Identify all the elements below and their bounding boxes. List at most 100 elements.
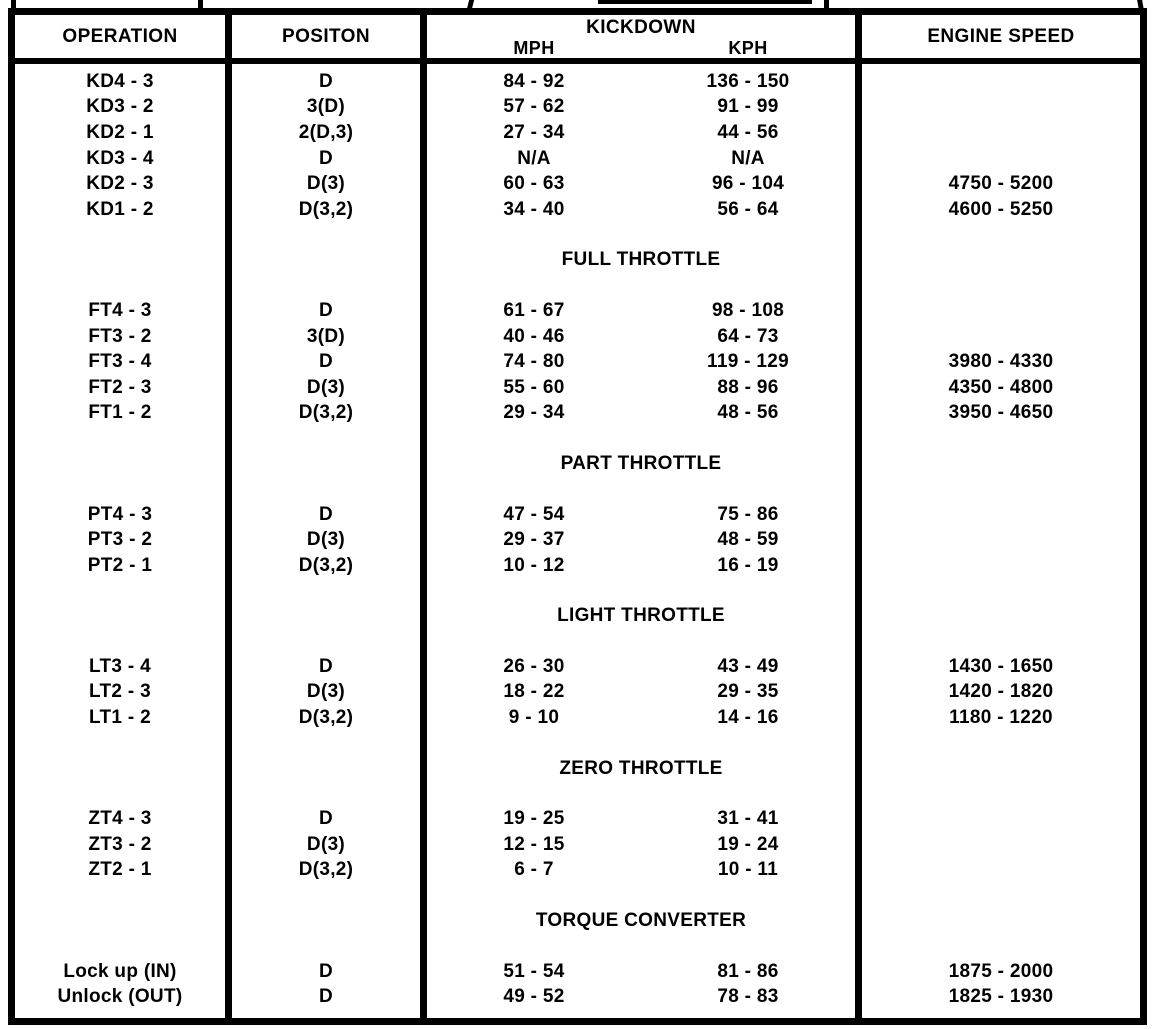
scan-artifact [11, 0, 16, 10]
table-row: KD2 - 1 2(D,3) 27 - 34 44 - 56 [15, 120, 1140, 146]
table-row: KD3 - 4 D N/A N/A [15, 146, 1140, 172]
position-cell: D(3,2) [298, 707, 354, 729]
mph-cell: 60 - 63 [503, 173, 565, 195]
engine-speed-cell: 4750 - 5200 [948, 173, 1054, 195]
kph-cell: 98 - 108 [711, 299, 785, 321]
row-gap [15, 629, 1140, 654]
kph-cell: 29 - 35 [717, 681, 779, 703]
position-cell: D(3,2) [298, 198, 354, 220]
header-divider [15, 58, 1140, 64]
row-gap [15, 426, 1140, 451]
mph-cell: 51 - 54 [503, 960, 565, 982]
section-title-row: LIGHT THROTTLE [15, 604, 1140, 630]
kph-cell: 48 - 56 [717, 402, 779, 424]
shift-speed-table: OPERATION POSITON KICKDOWN MPH KPH ENGIN… [8, 8, 1147, 1025]
operation-cell: ZT4 - 3 [88, 808, 152, 830]
position-cell: D [318, 960, 334, 982]
position-cell: D [318, 655, 334, 677]
engine-speed-cell: 1420 - 1820 [948, 681, 1054, 703]
kph-cell: 44 - 56 [717, 121, 779, 143]
position-cell: D(3) [306, 376, 346, 398]
header-kph: KPH [728, 38, 768, 58]
position-cell: D(3) [306, 833, 346, 855]
section-title: PART THROTTLE [560, 452, 722, 474]
kph-cell: 78 - 83 [717, 986, 779, 1008]
position-cell: D [318, 147, 334, 169]
table-row: Unlock (OUT) D 49 - 52 78 - 83 1825 - 19… [15, 984, 1140, 1010]
table-row: FT2 - 3 D(3) 55 - 60 88 - 96 4350 - 4800 [15, 375, 1140, 401]
row-gap [15, 934, 1140, 959]
section-title-row: FULL THROTTLE [15, 248, 1140, 274]
operation-cell: KD2 - 3 [86, 173, 154, 195]
section-title-row: ZERO THROTTLE [15, 756, 1140, 782]
row-gap [15, 477, 1140, 502]
operation-cell: ZT2 - 1 [88, 859, 152, 881]
position-cell: 3(D) [306, 325, 346, 347]
column-divider [420, 15, 427, 1018]
kph-cell: 16 - 19 [717, 554, 779, 576]
mph-cell: 40 - 46 [503, 325, 565, 347]
operation-cell: PT3 - 2 [87, 529, 153, 551]
mph-cell: 61 - 67 [503, 299, 565, 321]
engine-speed-cell: 3980 - 4330 [948, 351, 1054, 373]
mph-cell: 9 - 10 [508, 707, 560, 729]
mph-cell: 49 - 52 [503, 986, 565, 1008]
position-cell: D [318, 808, 334, 830]
operation-cell: Unlock (OUT) [57, 986, 183, 1008]
table-row: PT3 - 2 D(3) 29 - 37 48 - 59 [15, 527, 1140, 553]
table-row: LT3 - 4 D 26 - 30 43 - 49 1430 - 1650 [15, 654, 1140, 680]
row-gap [15, 273, 1140, 298]
mph-cell: 29 - 34 [503, 402, 565, 424]
row-gap [15, 883, 1140, 908]
mph-cell: 57 - 62 [503, 96, 565, 118]
scan-artifact [598, 0, 812, 4]
position-cell: 2(D,3) [298, 121, 354, 143]
table-header: OPERATION POSITON KICKDOWN MPH KPH ENGIN… [15, 15, 1140, 58]
section-title: FULL THROTTLE [561, 249, 721, 271]
position-cell: D(3,2) [298, 402, 354, 424]
operation-cell: FT3 - 4 [88, 351, 152, 373]
operation-cell: Lock up (IN) [63, 960, 177, 982]
operation-cell: KD2 - 1 [86, 121, 154, 143]
position-cell: 3(D) [306, 96, 346, 118]
operation-cell: ZT3 - 2 [88, 833, 152, 855]
kph-cell: 10 - 11 [717, 859, 779, 881]
operation-cell: PT2 - 1 [87, 554, 153, 576]
engine-speed-cell: 1825 - 1930 [948, 986, 1054, 1008]
position-cell: D(3,2) [298, 554, 354, 576]
row-gap [15, 781, 1140, 806]
kph-cell: 64 - 73 [717, 325, 779, 347]
operation-cell: PT4 - 3 [87, 503, 153, 525]
mph-cell: 55 - 60 [503, 376, 565, 398]
row-gap [15, 731, 1140, 756]
kph-cell: 91 - 99 [717, 96, 779, 118]
mph-cell: 47 - 54 [503, 503, 565, 525]
table-row: PT2 - 1 D(3,2) 10 - 12 16 - 19 [15, 553, 1140, 579]
table-row: FT4 - 3 D 61 - 67 98 - 108 [15, 298, 1140, 324]
kph-cell: 119 - 129 [707, 351, 789, 373]
mph-cell: 84 - 92 [503, 70, 565, 92]
engine-speed-cell: 4350 - 4800 [948, 376, 1054, 398]
mph-cell: 27 - 34 [503, 121, 565, 143]
scan-artifact [824, 0, 829, 9]
kph-cell: 43 - 49 [717, 655, 779, 677]
section-title: TORQUE CONVERTER [535, 910, 747, 932]
kph-cell: 96 - 104 [711, 173, 785, 195]
table-row: FT3 - 2 3(D) 40 - 46 64 - 73 [15, 324, 1140, 350]
position-cell: D(3,2) [298, 859, 354, 881]
mph-cell: 26 - 30 [503, 655, 565, 677]
kph-cell: 19 - 24 [717, 833, 779, 855]
kph-cell: 48 - 59 [717, 529, 779, 551]
section-title-row: TORQUE CONVERTER [15, 908, 1140, 934]
engine-speed-cell: 4600 - 5250 [948, 198, 1054, 220]
mph-cell: 10 - 12 [503, 554, 565, 576]
scan-artifact [198, 0, 203, 9]
mph-cell: 12 - 15 [503, 833, 565, 855]
engine-speed-cell: 1875 - 2000 [948, 960, 1054, 982]
table-row: KD2 - 3 D(3) 60 - 63 96 - 104 4750 - 520… [15, 171, 1140, 197]
kph-cell: 14 - 16 [717, 707, 779, 729]
section-title: ZERO THROTTLE [559, 757, 723, 779]
table-row: ZT2 - 1 D(3,2) 6 - 7 10 - 11 [15, 858, 1140, 884]
engine-speed-cell: 1180 - 1220 [949, 707, 1053, 729]
